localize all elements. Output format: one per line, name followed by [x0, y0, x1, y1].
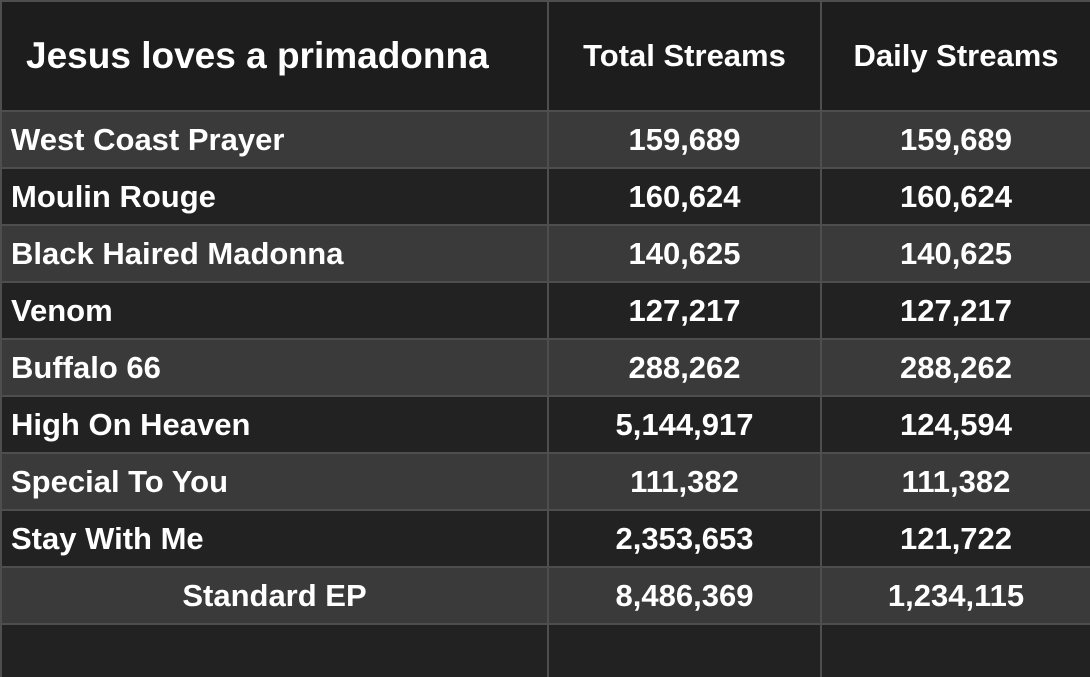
total-streams-cell: 2,353,653: [547, 509, 822, 568]
daily-streams-cell: 140,625: [820, 224, 1090, 283]
song-name: Buffalo 66: [0, 338, 549, 397]
song-name: High On Heaven: [0, 395, 549, 454]
empty-cell: [820, 623, 1090, 677]
daily-streams-cell: 111,382: [820, 452, 1090, 511]
daily-streams-cell: 121,722: [820, 509, 1090, 568]
table-row: Moulin Rouge 160,624 160,624: [0, 167, 1090, 226]
total-streams-cell: 160,624: [547, 167, 822, 226]
summary-row: Standard EP 8,486,369 1,234,115: [0, 566, 1090, 625]
total-streams-cell: 111,382: [547, 452, 822, 511]
empty-cell: [547, 623, 822, 677]
song-name: Black Haired Madonna: [0, 224, 549, 283]
summary-total-streams: 8,486,369: [547, 566, 822, 625]
empty-cell: [0, 623, 549, 677]
table-row: Buffalo 66 288,262 288,262: [0, 338, 1090, 397]
song-name: West Coast Prayer: [0, 110, 549, 169]
daily-streams-cell: 127,217: [820, 281, 1090, 340]
table-row: Black Haired Madonna 140,625 140,625: [0, 224, 1090, 283]
song-name: Venom: [0, 281, 549, 340]
song-name: Stay With Me: [0, 509, 549, 568]
song-name: Moulin Rouge: [0, 167, 549, 226]
table-row: West Coast Prayer 159,689 159,689: [0, 110, 1090, 169]
total-streams-cell: 140,625: [547, 224, 822, 283]
total-streams-cell: 127,217: [547, 281, 822, 340]
daily-streams-cell: 159,689: [820, 110, 1090, 169]
total-streams-header: Total Streams: [547, 0, 822, 112]
daily-streams-cell: 288,262: [820, 338, 1090, 397]
daily-streams-cell: 124,594: [820, 395, 1090, 454]
song-name: Special To You: [0, 452, 549, 511]
table-row: High On Heaven 5,144,917 124,594: [0, 395, 1090, 454]
table-row: Venom 127,217 127,217: [0, 281, 1090, 340]
daily-streams-header: Daily Streams: [820, 0, 1090, 112]
summary-daily-streams: 1,234,115: [820, 566, 1090, 625]
total-streams-cell: 159,689: [547, 110, 822, 169]
summary-label: Standard EP: [0, 566, 549, 625]
album-title: Jesus loves a primadonna: [0, 0, 549, 112]
table-row: Special To You 111,382 111,382: [0, 452, 1090, 511]
daily-streams-cell: 160,624: [820, 167, 1090, 226]
total-streams-cell: 288,262: [547, 338, 822, 397]
table-header-row: Jesus loves a primadonna Total Streams D…: [0, 0, 1090, 112]
empty-row: [0, 623, 1090, 677]
table-row: Stay With Me 2,353,653 121,722: [0, 509, 1090, 568]
total-streams-cell: 5,144,917: [547, 395, 822, 454]
